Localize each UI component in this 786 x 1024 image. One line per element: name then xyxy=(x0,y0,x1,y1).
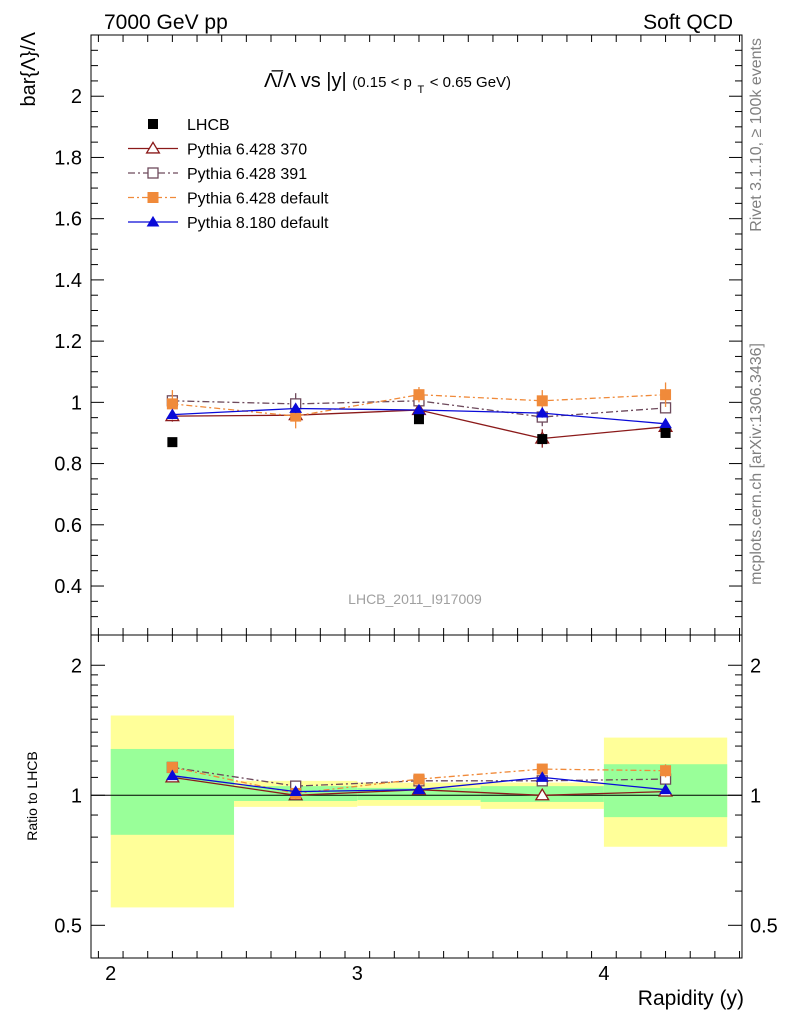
main-y-tick-label: 1.8 xyxy=(54,147,82,169)
header-left-label: 7000 GeV pp xyxy=(104,11,228,34)
ratio-y-tick-label: 0.5 xyxy=(54,915,82,937)
plot-title-cut-subscript: T xyxy=(417,84,424,96)
data-point xyxy=(537,434,548,445)
rivet-version-label: Rivet 3.1.10, ≥ 100k events xyxy=(748,38,765,232)
plot-title-main: Λ̅/Λ vs |y| xyxy=(264,69,347,92)
ratio-series-pythia-8-180-default xyxy=(165,769,672,797)
ratio-data-point xyxy=(534,787,550,801)
series-lhcb xyxy=(167,414,671,448)
header-right-label: Soft QCD xyxy=(643,11,733,34)
data-point xyxy=(535,406,549,418)
x-axis-label: Rapidity (y) xyxy=(638,987,744,1010)
legend-entry-pythia-6-428-370: Pythia 6.428 370 xyxy=(128,141,307,159)
ratio-y-tick-label-right: 1 xyxy=(750,785,761,807)
legend-marker xyxy=(145,141,161,154)
ratio-data-point xyxy=(412,783,426,795)
data-point xyxy=(660,389,672,401)
legend-label: Pythia 8.180 default xyxy=(187,215,329,232)
ratio-y-tick-label: 2 xyxy=(71,655,82,677)
main-y-tick-label: 2 xyxy=(71,86,82,108)
main-y-axis-label: bar{Λ}/Λ xyxy=(18,31,40,106)
ratio-data-point xyxy=(535,771,549,782)
legend-entry-pythia-8-180-default: Pythia 8.180 default xyxy=(128,215,329,232)
ratio-data-point xyxy=(536,763,548,775)
data-point xyxy=(289,402,303,413)
ratio-y-axis-label: Ratio to LHCB xyxy=(24,751,40,840)
data-point xyxy=(413,389,425,401)
plot-title: Λ̅/Λ vs |y| (0.15 < p T < 0.65 GeV) xyxy=(264,69,511,98)
ratio-data-point xyxy=(289,785,303,797)
legend-marker xyxy=(147,192,159,203)
main-y-tick-label: 1.6 xyxy=(54,209,82,231)
main-y-tick-label: 1.4 xyxy=(54,270,82,292)
ratio-plot-frame xyxy=(90,634,743,959)
data-point xyxy=(412,403,426,415)
legend-label: Pythia 6.428 default xyxy=(187,191,329,208)
data-point xyxy=(165,408,179,420)
ratio-data-point xyxy=(413,773,425,785)
plot-title-cut: (0.15 < p xyxy=(352,74,412,91)
legend: LHCB Pythia 6.428 370 Pythia 6.428 391 Pyth… xyxy=(128,117,329,232)
data-point xyxy=(167,437,178,448)
mcplots-credit-label: mcplots.cern.ch [arXiv:1306.3436] xyxy=(748,343,765,585)
ratio-data-point xyxy=(165,769,179,781)
legend-entry-lhcb: LHCB xyxy=(148,117,230,134)
x-tick-label: 4 xyxy=(598,963,609,985)
plot-title-cut-suffix: < 0.65 GeV) xyxy=(430,74,511,91)
legend-marker xyxy=(146,215,160,227)
x-tick-label: 3 xyxy=(352,963,363,985)
data-point xyxy=(659,417,672,429)
ratio-plot-panel: 0.5 0.5 1 1 2 2 2 3 4 Ratio to LHCB Rapidity (y) xyxy=(24,634,778,1010)
ratio-data-point xyxy=(659,783,672,795)
data-point xyxy=(413,414,424,425)
main-y-tick-label: 0.8 xyxy=(54,454,82,476)
legend-label: LHCB xyxy=(187,117,230,134)
legend-marker xyxy=(147,167,159,179)
ratio-data-point xyxy=(660,765,672,777)
legend-marker xyxy=(148,119,158,129)
x-tick-label: 2 xyxy=(105,963,116,985)
legend-label: Pythia 6.428 391 xyxy=(187,166,307,183)
ratio-y-tick-label: 1 xyxy=(71,785,82,807)
data-point xyxy=(660,427,671,438)
data-point xyxy=(166,398,178,410)
data-point xyxy=(290,410,302,422)
main-y-tick-label: 0.4 xyxy=(54,576,82,598)
ratio-y-tick-label-right: 2 xyxy=(750,655,761,677)
legend-entry-pythia-6-428-391: Pythia 6.428 391 xyxy=(128,166,307,183)
main-y-tick-label: 1 xyxy=(71,392,82,414)
ratio-y-tick-label-right: 0.5 xyxy=(750,915,778,937)
main-plot-panel: LHCB_2011_I917009 0.4 0.6 0.8 1 1.2 1.4 1.6 1.8… xyxy=(18,31,743,636)
ratio-data-point xyxy=(166,761,178,773)
main-y-tick-label: 0.6 xyxy=(54,515,82,537)
series-pythia-6-428-default xyxy=(166,382,672,429)
legend-entry-pythia-6-428-default: Pythia 6.428 default xyxy=(128,191,329,208)
analysis-watermark: LHCB_2011_I917009 xyxy=(348,591,482,607)
series-pythia-8-180-default xyxy=(165,402,672,429)
ratio-series-line xyxy=(172,766,666,795)
data-point xyxy=(536,395,548,407)
main-y-tick-label: 1.2 xyxy=(54,331,82,353)
legend-label: Pythia 6.428 370 xyxy=(187,142,307,159)
